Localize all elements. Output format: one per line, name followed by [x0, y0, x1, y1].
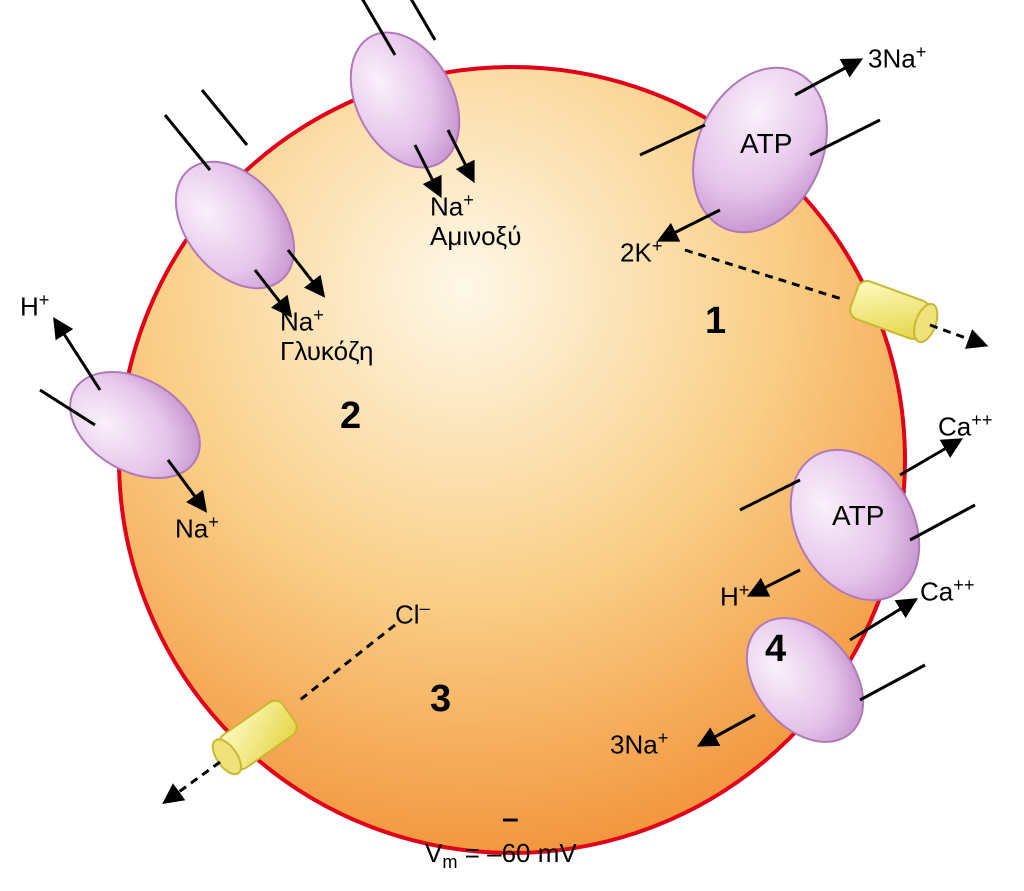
region-number-4: 4 [765, 628, 786, 671]
label-na-amino: Na+ Αμινοξύ [430, 190, 521, 252]
region-number-2: 2 [340, 395, 361, 438]
label-cl: Cl– [395, 598, 430, 631]
arrow-amino-in2-stub [400, 0, 435, 40]
label-na-glucose: Na+ Γλυκόζη [280, 305, 374, 367]
region-number-3: 3 [430, 678, 451, 721]
label-minus: – [502, 802, 519, 836]
label-vm: Vm = –60 mV [425, 838, 577, 873]
dashed-cl-out [165, 762, 220, 802]
arrow-ca1-out [900, 440, 960, 475]
dashed-k-out [930, 325, 985, 345]
arrow-caatp-in-stub [910, 505, 975, 540]
label-h-out: H+ [20, 290, 49, 323]
region-number-1: 1 [705, 300, 726, 343]
label-ca1: Ca++ [938, 410, 993, 443]
label-h-in: H+ [720, 580, 749, 613]
label-ca2: Ca++ [920, 575, 975, 608]
label-3na: 3Na+ [868, 42, 926, 75]
arrow-naca-in-stub [860, 665, 925, 700]
diagram-canvas: ATP ATP 3Na+ 2K+ Na+ Αμινοξύ Na+ Γλυκόζη… [0, 0, 1024, 886]
label-na-in: Na+ [175, 512, 219, 545]
diagram-svg [0, 0, 1024, 886]
label-atp-2: ATP [832, 500, 884, 532]
label-2k: 2K+ [620, 236, 662, 269]
arrow-h-out [55, 320, 100, 390]
label-3na-b: 3Na+ [610, 728, 668, 761]
label-atp-1: ATP [740, 128, 792, 160]
arrow-gluc-in1-stub [165, 115, 210, 170]
arrow-gluc-in2-stub [202, 90, 247, 145]
